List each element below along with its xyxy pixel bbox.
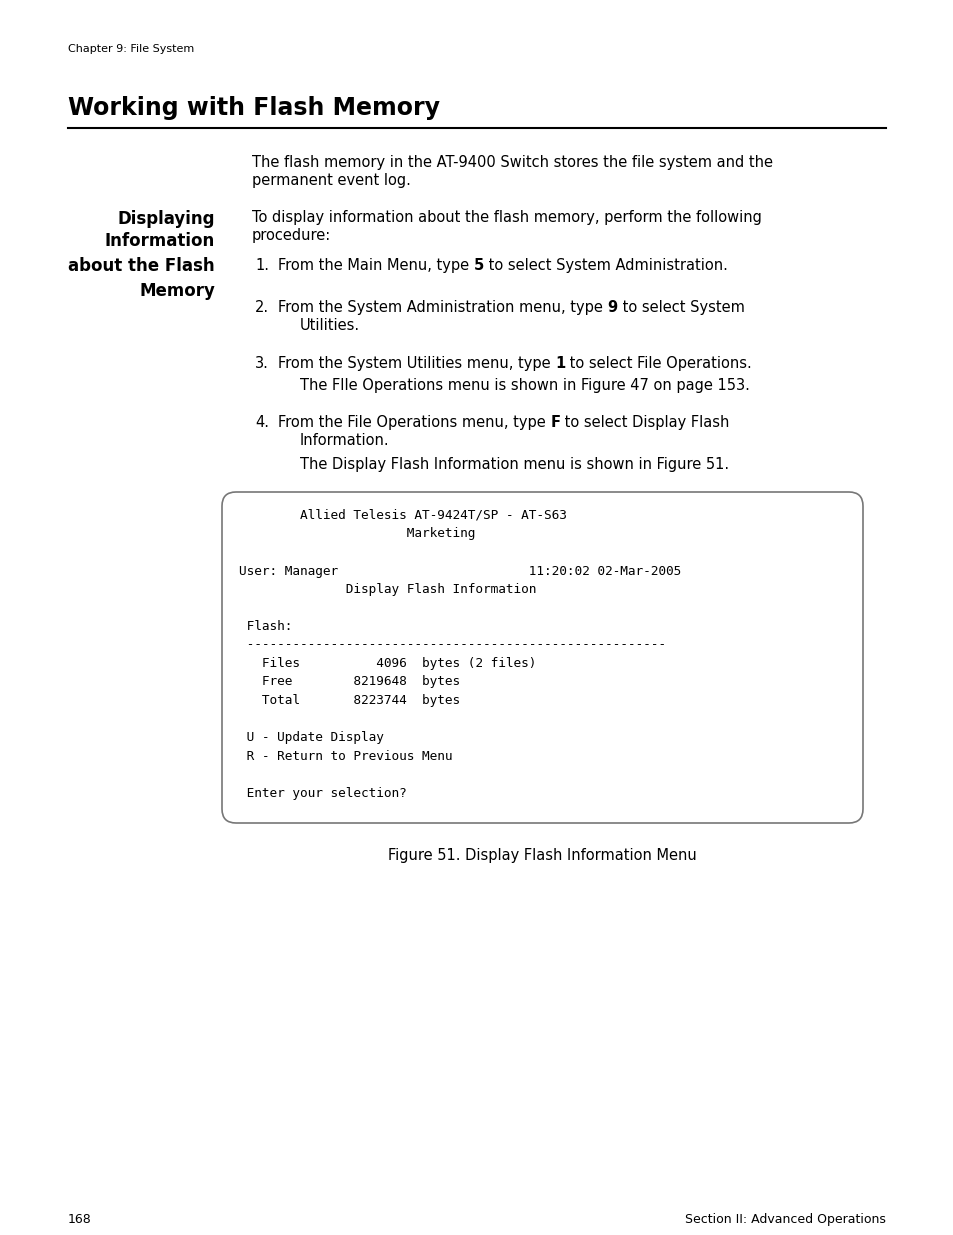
Text: permanent event log.: permanent event log. xyxy=(252,173,411,188)
Text: 9: 9 xyxy=(607,300,617,315)
Text: to select File Operations.: to select File Operations. xyxy=(565,356,752,370)
Text: Figure 51. Display Flash Information Menu: Figure 51. Display Flash Information Men… xyxy=(388,848,696,863)
Text: 5: 5 xyxy=(474,258,483,273)
Text: Chapter 9: File System: Chapter 9: File System xyxy=(68,44,194,54)
Text: Section II: Advanced Operations: Section II: Advanced Operations xyxy=(684,1213,885,1226)
Text: From the System Administration menu, type: From the System Administration menu, typ… xyxy=(277,300,607,315)
Text: 1.: 1. xyxy=(254,258,269,273)
Text: to select System: to select System xyxy=(617,300,743,315)
Text: Free        8219648  bytes: Free 8219648 bytes xyxy=(239,676,459,688)
Text: Flash:: Flash: xyxy=(239,620,292,634)
Text: Working with Flash Memory: Working with Flash Memory xyxy=(68,96,439,120)
Text: From the File Operations menu, type: From the File Operations menu, type xyxy=(277,415,550,430)
Text: Marketing: Marketing xyxy=(239,527,475,541)
Text: to select System Administration.: to select System Administration. xyxy=(483,258,727,273)
Text: Allied Telesis AT-9424T/SP - AT-S63: Allied Telesis AT-9424T/SP - AT-S63 xyxy=(239,509,566,522)
Text: about the Flash: about the Flash xyxy=(69,257,214,275)
Text: Information.: Information. xyxy=(299,433,389,448)
Text: F: F xyxy=(550,415,559,430)
Text: 168: 168 xyxy=(68,1213,91,1226)
Text: 4.: 4. xyxy=(254,415,269,430)
Text: to select Display Flash: to select Display Flash xyxy=(559,415,729,430)
Text: The FIle Operations menu is shown in Figure 47 on page 153.: The FIle Operations menu is shown in Fig… xyxy=(299,378,749,393)
Text: From the Main Menu, type: From the Main Menu, type xyxy=(277,258,474,273)
Text: The flash memory in the AT-9400 Switch stores the file system and the: The flash memory in the AT-9400 Switch s… xyxy=(252,156,772,170)
Text: U - Update Display: U - Update Display xyxy=(239,731,383,743)
Text: To display information about the flash memory, perform the following: To display information about the flash m… xyxy=(252,210,761,225)
FancyBboxPatch shape xyxy=(222,492,862,823)
Text: 2.: 2. xyxy=(254,300,269,315)
Text: Enter your selection?: Enter your selection? xyxy=(239,787,406,799)
Text: Total       8223744  bytes: Total 8223744 bytes xyxy=(239,694,459,706)
Text: Memory: Memory xyxy=(139,282,214,300)
Text: -------------------------------------------------------: ----------------------------------------… xyxy=(239,638,665,652)
Text: 3.: 3. xyxy=(254,356,269,370)
Text: Information: Information xyxy=(105,232,214,249)
Text: Display Flash Information: Display Flash Information xyxy=(239,583,536,597)
Text: Utilities.: Utilities. xyxy=(299,317,359,333)
Text: User: Manager                         11:20:02 02-Mar-2005: User: Manager 11:20:02 02-Mar-2005 xyxy=(239,564,680,578)
Text: Files          4096  bytes (2 files): Files 4096 bytes (2 files) xyxy=(239,657,536,671)
Text: R - Return to Previous Menu: R - Return to Previous Menu xyxy=(239,750,452,762)
Text: procedure:: procedure: xyxy=(252,228,331,243)
Text: From the System Utilities menu, type: From the System Utilities menu, type xyxy=(277,356,555,370)
Text: The Display Flash Information menu is shown in Figure 51.: The Display Flash Information menu is sh… xyxy=(299,457,728,472)
Text: Displaying: Displaying xyxy=(117,210,214,228)
Text: 1: 1 xyxy=(555,356,565,370)
